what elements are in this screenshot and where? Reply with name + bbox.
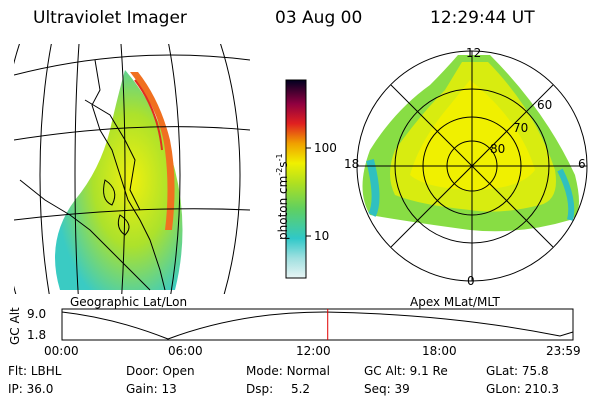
gain-info: Gain: 13 [126, 382, 177, 396]
left-panel-caption: Geographic Lat/Lon [70, 295, 188, 309]
unit-s: s [276, 161, 290, 168]
colorbar [285, 79, 307, 279]
seq-value: 39 [394, 382, 410, 396]
glat-label: GLat: [486, 364, 519, 378]
timeline-tick-1200: 12:00 [296, 344, 331, 358]
glon-value: 210.3 [524, 382, 559, 396]
lat-70-label: 70 [513, 121, 529, 135]
unit-exp1: -2 [275, 167, 284, 176]
colorbar-tick-10: 10 [314, 229, 330, 243]
mlt-12-label: 12 [466, 46, 482, 60]
ip-value: 36.0 [26, 382, 54, 396]
glon-label: GLon: [486, 382, 521, 396]
gcalt-info: GC Alt: 9.1 Re [364, 364, 448, 378]
dsp-value: 5.2 [290, 382, 311, 396]
right-panel-caption: Apex MLat/MLT [410, 295, 500, 309]
door-info: Door: Open [126, 364, 195, 378]
timeline-tick-1800: 18:00 [422, 344, 457, 358]
colorbar-tick-100: 100 [314, 141, 337, 155]
aurora-arc-left [130, 72, 175, 230]
dsp-label: Dsp: [246, 382, 274, 396]
date-label: 03 Aug 00 [275, 8, 363, 28]
gcalt-value: 9.1 Re [409, 364, 448, 378]
filter-value: LBHL [30, 364, 62, 378]
gcalt-label: GC Alt: [364, 364, 406, 378]
lat-60-label: 60 [537, 98, 553, 112]
filter-label: Flt: [8, 364, 27, 378]
filter-info: Flt: LBHL [8, 364, 61, 378]
timeline-ylabel: GC Alt [8, 307, 22, 345]
timeline-y-top: 9.0 [27, 307, 47, 321]
timeline-y-bottom: 1.8 [27, 328, 47, 342]
gc-alt-curve [61, 311, 574, 340]
timeline-tick-0000: 00:00 [44, 344, 79, 358]
glat-info: GLat: 75.8 [486, 364, 549, 378]
timeline-plot [61, 308, 574, 341]
timeline-tick-0600: 06:00 [168, 344, 203, 358]
ip-info: IP: 36.0 [8, 382, 53, 396]
instrument-title: Ultraviolet Imager [33, 8, 187, 28]
mode-value: Normal [286, 364, 330, 378]
aurora-emission-left [55, 70, 183, 290]
mlt-18-label: 18 [344, 157, 360, 171]
door-value: Open [162, 364, 195, 378]
unit-exp2: -1 [275, 153, 284, 162]
lat-80-label: 80 [490, 142, 506, 156]
glon-info: GLon: 210.3 [486, 382, 559, 396]
mlt-0-label: 0 [467, 274, 475, 288]
mode-label: Mode: [246, 364, 283, 378]
glat-value: 75.8 [521, 364, 549, 378]
door-label: Door: [126, 364, 159, 378]
timeline-tick-2359: 23:59 [546, 344, 581, 358]
unit-main: photon cm [276, 175, 290, 240]
dsp-info: Dsp: 5.2 [246, 382, 310, 396]
gain-value: 13 [161, 382, 177, 396]
colorbar-unit: photon cm-2s-1 [275, 153, 290, 240]
mode-info: Mode: Normal [246, 364, 330, 378]
seq-label: Seq: [364, 382, 391, 396]
ip-label: IP: [8, 382, 23, 396]
seq-info: Seq: 39 [364, 382, 410, 396]
gain-label: Gain: [126, 382, 158, 396]
mlt-6-label: 6 [578, 157, 586, 171]
time-label: 12:29:44 UT [430, 8, 535, 28]
